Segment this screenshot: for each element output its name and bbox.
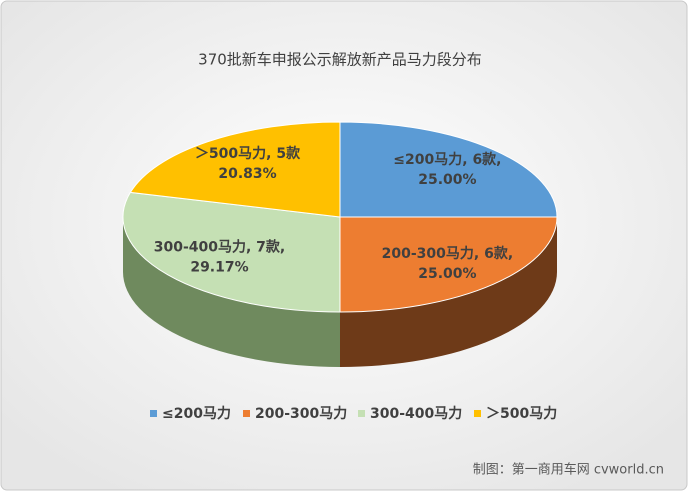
data-label: 300-400马力, 7款, (154, 238, 286, 255)
pie: ≤200马力, 6款, 25.00% 200-300马力, 6款, 25.00% 300… (122, 121, 558, 367)
slice-side (340, 217, 557, 367)
data-label: 25.00% (418, 266, 476, 282)
slice (339, 121, 558, 218)
data-label: 29.17% (190, 259, 248, 275)
legend: ≤200马力 200-300马力 300-400马力 ＞500马力 (150, 405, 557, 422)
source-note: 制图：第一商用车网 cvworld.cn (473, 462, 664, 478)
chart-title: 370批新车申报公示解放新产品马力段分布 (198, 51, 482, 69)
legend-label: ＞500马力 (486, 405, 557, 422)
legend-label: ≤200马力 (162, 405, 231, 422)
data-label: ＞500马力, 5款 (195, 145, 301, 162)
data-label: ≤200马力, 6款, (393, 151, 501, 168)
legend-label: 200-300马力 (255, 405, 347, 422)
data-label: 200-300马力, 6款, (382, 245, 514, 262)
data-label: 25.00% (418, 172, 476, 188)
slice (339, 216, 558, 313)
data-label: 20.83% (218, 166, 276, 182)
legend-swatch (358, 410, 365, 417)
legend-swatch (243, 410, 250, 417)
slice-side (123, 217, 340, 367)
legend-swatch (150, 410, 157, 417)
slice (122, 191, 341, 313)
legend-swatch (474, 410, 481, 417)
legend-label: 300-400马力 (370, 405, 462, 422)
slice (129, 121, 341, 218)
